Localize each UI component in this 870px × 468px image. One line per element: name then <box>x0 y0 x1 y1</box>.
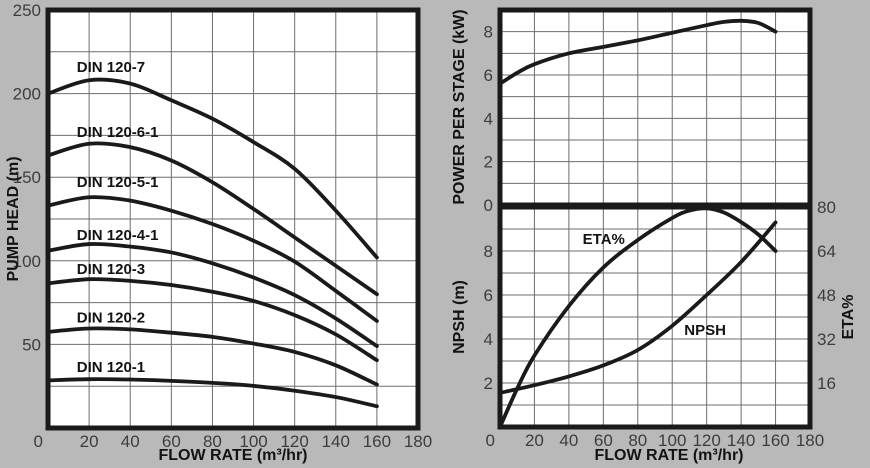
plot-border <box>497 204 813 430</box>
x-tick-label: 0 <box>34 432 43 451</box>
curve-eta- <box>500 207 778 427</box>
curve-label: DIN 120-6-1 <box>77 124 159 141</box>
y-tick-label: 50 <box>22 335 41 354</box>
curve-power-per-stage <box>500 18 778 86</box>
x-tick-label: 120 <box>280 432 308 451</box>
curve-label: DIN 120-1 <box>77 359 145 376</box>
x-tick-label: 60 <box>594 431 613 450</box>
power-per-stage-axis-title: POWER PER STAGE (kW) <box>451 9 468 205</box>
plot-border <box>45 7 421 431</box>
y-tick-label-right: 32 <box>817 330 836 349</box>
curve-label: DIN 120-5-1 <box>77 174 159 191</box>
y-tick-label: 150 <box>13 168 41 187</box>
curve-din-120-3 <box>48 277 379 363</box>
x-tick-label: 0 <box>486 431 495 450</box>
curve-din-120-4-1 <box>48 242 379 348</box>
curve-label: DIN 120-7 <box>77 59 145 76</box>
y-tick-label-right: 48 <box>817 286 836 305</box>
curve-label: DIN 120-2 <box>77 310 145 327</box>
curve-label: NPSH <box>684 322 726 339</box>
y-tick-label: 100 <box>13 252 41 271</box>
y-tick-label: 4 <box>484 330 493 349</box>
chart-npsh-eta: 0 20 40 60 80 100 120 140 160 180 2 4 6 8 16 32 48 64 80 ET… <box>484 198 836 450</box>
flow-rate-axis-title-left: FLOW RATE (m³/hr) <box>158 447 308 464</box>
x-tick-label: 140 <box>322 432 350 451</box>
x-tick-label: 160 <box>761 431 789 450</box>
chart-power: 0 2 4 6 8 <box>484 7 813 215</box>
x-tick-label: 120 <box>692 431 720 450</box>
y-tick-label: 6 <box>484 286 493 305</box>
flow-rate-axis-title-right: FLOW RATE (m³/hr) <box>594 447 744 464</box>
y-tick-label: 2 <box>484 153 493 172</box>
eta-percent-axis-title: ETA% <box>840 294 857 340</box>
y-tick-label-right: 64 <box>817 242 836 261</box>
curve-label: ETA% <box>583 231 625 248</box>
curve-din-120-5-1 <box>48 195 379 323</box>
curve-label: DIN 120-3 <box>77 261 145 278</box>
x-tick-label: 180 <box>796 431 824 450</box>
npsh-axis-title: NPSH (m) <box>451 280 468 354</box>
curve-din-120-6-1 <box>48 141 379 297</box>
y-tick-label-right: 80 <box>817 198 836 217</box>
x-tick-label: 160 <box>363 432 391 451</box>
x-tick-label: 80 <box>628 431 647 450</box>
y-tick-label: 250 <box>13 1 41 20</box>
y-tick-label: 200 <box>13 85 41 104</box>
x-tick-label: 20 <box>80 432 99 451</box>
curve-label: DIN 120-4-1 <box>77 227 159 244</box>
x-tick-label: 40 <box>559 431 578 450</box>
pump-head-axis-title: PUMP HEAD (m) <box>5 156 22 282</box>
x-tick-label: 140 <box>727 431 755 450</box>
plot-area <box>500 10 810 205</box>
y-tick-label-right: 16 <box>817 374 836 393</box>
x-tick-label: 40 <box>121 432 140 451</box>
y-tick-label: 8 <box>484 23 493 42</box>
curve-din-120-2 <box>48 326 379 387</box>
chart-pump-head: 0 20 40 60 80 100 120 140 160 180 50 100 150 200 250 DI… <box>13 1 433 451</box>
x-tick-label: 60 <box>162 432 181 451</box>
y-tick-label: 6 <box>484 66 493 85</box>
x-tick-label: 20 <box>525 431 544 450</box>
x-tick-label: 80 <box>203 432 222 451</box>
y-tick-label: 4 <box>484 109 493 128</box>
x-tick-label: 180 <box>404 432 432 451</box>
curve-din-120-1 <box>48 377 379 409</box>
curve-din-120-7 <box>48 77 379 260</box>
x-tick-label: 100 <box>239 432 267 451</box>
y-tick-label: 2 <box>484 374 493 393</box>
y-tick-label: 0 <box>484 196 493 215</box>
curve-npsh <box>500 220 778 395</box>
x-tick-label: 100 <box>658 431 686 450</box>
y-tick-label: 8 <box>484 242 493 261</box>
